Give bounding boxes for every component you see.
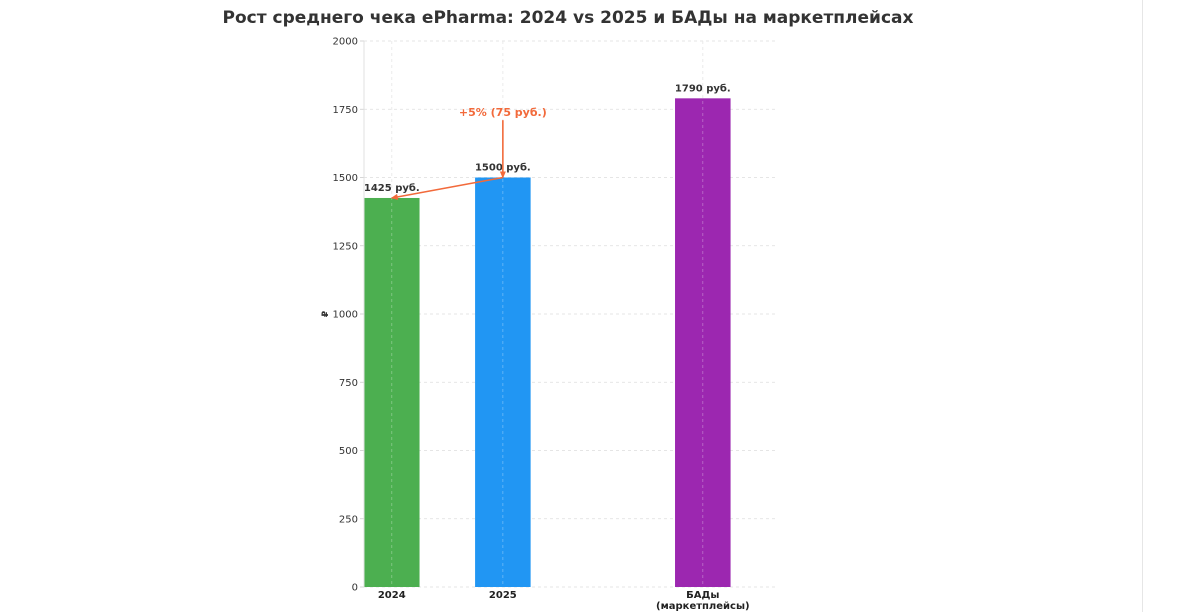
- y-tick-label: 750: [339, 378, 358, 389]
- data-label-2: 1790 руб.: [675, 82, 731, 94]
- x-tick-label: 2025: [489, 590, 517, 601]
- y-tick-label: 1750: [333, 105, 358, 116]
- y-axis-label: ₽: [321, 311, 331, 317]
- chart-title: Рост среднего чека ePharma: 2024 vs 2025…: [222, 8, 914, 28]
- y-tick-label: 500: [339, 446, 358, 457]
- bar-2: [675, 98, 731, 587]
- panel-divider: [1142, 0, 1143, 612]
- bar-1: [475, 177, 531, 587]
- y-tick-label: 1250: [333, 241, 358, 252]
- x-tick-label: 2024: [378, 590, 406, 601]
- annotation-text-0: +5% (75 руб.): [459, 106, 547, 119]
- x-tick-label: БАДы: [686, 590, 719, 601]
- y-tick-label: 0: [352, 583, 358, 594]
- y-tick-label: 1000: [333, 310, 358, 321]
- annotation-arrow-0: [390, 176, 503, 200]
- y-tick-label: 250: [339, 514, 358, 525]
- x-tick-label: (маркетплейсы): [656, 601, 750, 612]
- bar-0: [364, 197, 420, 587]
- y-tick-label: 1500: [333, 173, 358, 184]
- data-label-0: 1425 руб.: [364, 182, 420, 194]
- y-tick-label: 2000: [333, 37, 358, 48]
